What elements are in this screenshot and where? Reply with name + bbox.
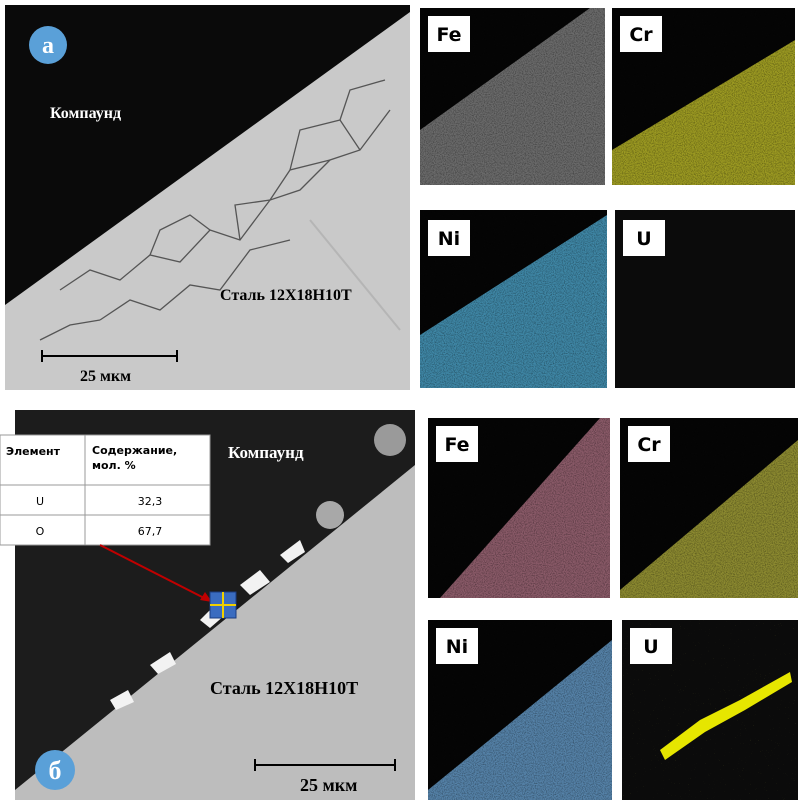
map-cr-a: Cr (612, 8, 795, 185)
element-label: U (636, 228, 651, 250)
element-label: Cr (629, 24, 653, 46)
map-ni-b: Ni (428, 620, 612, 800)
map-u-b: U (622, 620, 798, 800)
steel-label: Сталь 12Х18Н10Т (210, 678, 358, 698)
table-cell: U (36, 495, 44, 508)
scale-bar-label: 25 мкм (80, 368, 131, 385)
map-cr-b: Cr (620, 418, 798, 598)
element-label: U (643, 636, 658, 658)
element-label: Fe (436, 24, 461, 46)
table-header: Элемент (6, 445, 61, 458)
sem-image-a: а Компаунд Сталь 12Х18Н10Т 25 мкм (5, 5, 410, 390)
map-u-a: U (615, 210, 795, 388)
table-header: Содержание, мол. % (92, 444, 178, 472)
steel-label: Сталь 12Х18Н10Т (220, 287, 352, 304)
element-label: Cr (637, 434, 661, 456)
map-fe-b: Fe (428, 418, 610, 598)
table-cell: O (36, 525, 45, 538)
table-cell: 32,3 (138, 495, 163, 508)
map-ni-a: Ni (420, 210, 607, 388)
map-fe-a: Fe (420, 8, 605, 185)
scale-bar-label: 25 мкм (300, 775, 357, 795)
matrix-label: Компаунд (228, 443, 304, 462)
composition-table: Элемент Содержание, мол. % U 32,3 O 67,7 (0, 434, 211, 546)
element-label: Ni (438, 228, 460, 250)
panel-label: а (42, 33, 54, 59)
table-cell: 67,7 (138, 525, 163, 538)
element-label: Fe (444, 434, 469, 456)
panel-label: б (49, 756, 62, 785)
sem-image-b: Элемент Содержание, мол. % U 32,3 O 67,7… (0, 410, 415, 800)
matrix-label: Компаунд (50, 105, 121, 122)
element-label: Ni (446, 636, 468, 658)
